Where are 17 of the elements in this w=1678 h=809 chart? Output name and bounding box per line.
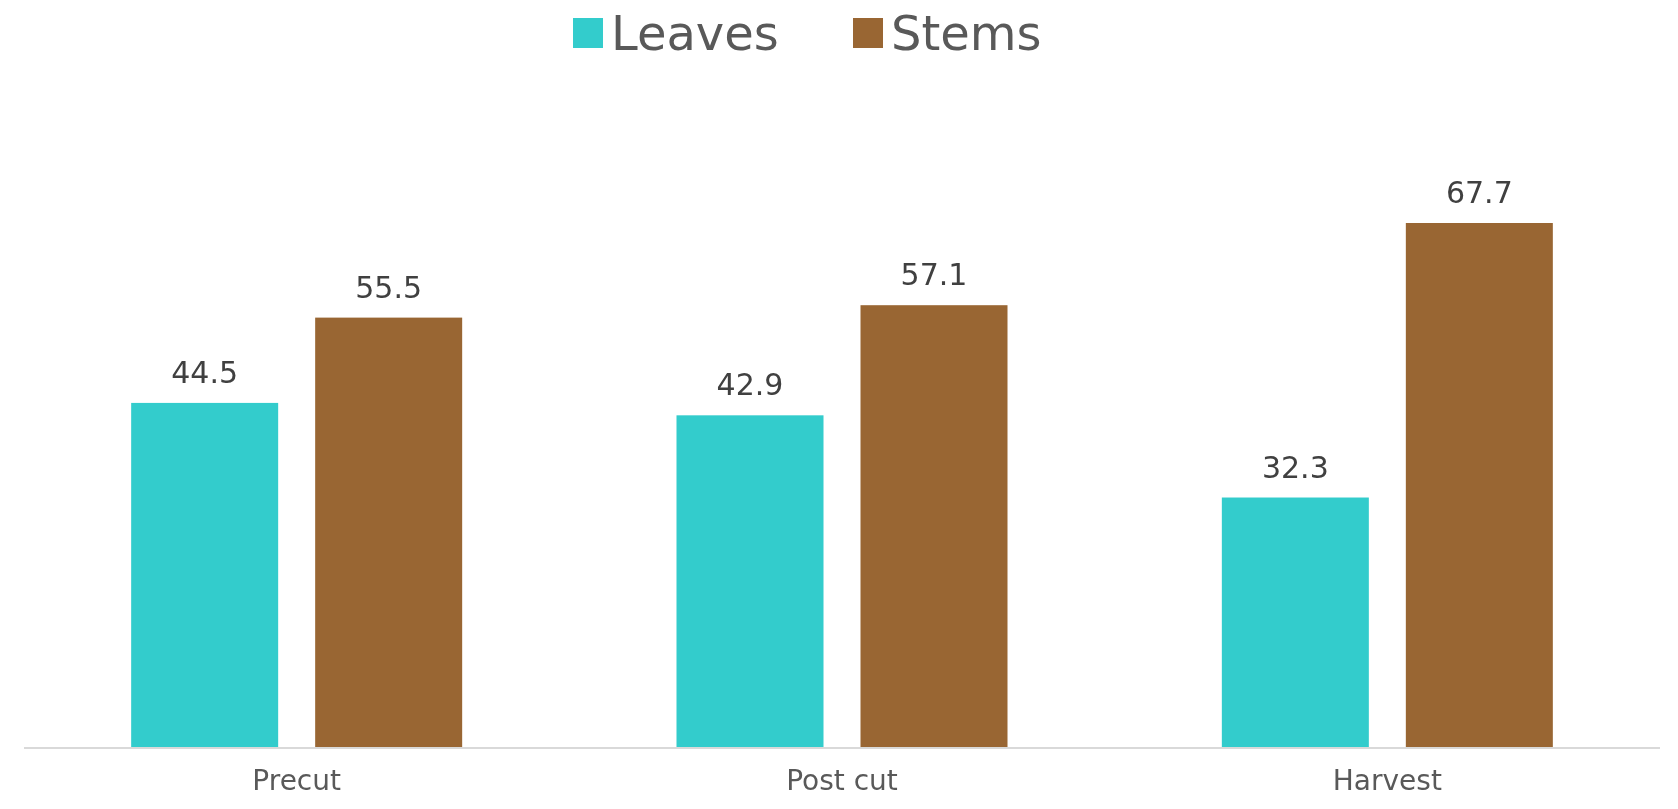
bar [1221, 497, 1369, 748]
data-label: 55.5 [355, 269, 423, 305]
bar [1405, 223, 1553, 748]
legend-label: Stems [891, 5, 1042, 61]
data-label: 42.9 [716, 367, 784, 403]
data-label: 57.1 [900, 257, 968, 293]
data-label: 44.5 [171, 354, 239, 390]
x-tick-label: Precut [252, 764, 341, 797]
legend-label: Leaves [611, 5, 779, 61]
bar [315, 317, 463, 748]
x-tick-label: Post cut [786, 764, 898, 797]
bar [131, 402, 279, 748]
data-label: 32.3 [1261, 449, 1329, 485]
data-label: 67.7 [1445, 175, 1513, 210]
x-tick-label: Harvest [1332, 764, 1442, 797]
bar [676, 415, 824, 748]
bar [860, 305, 1008, 748]
